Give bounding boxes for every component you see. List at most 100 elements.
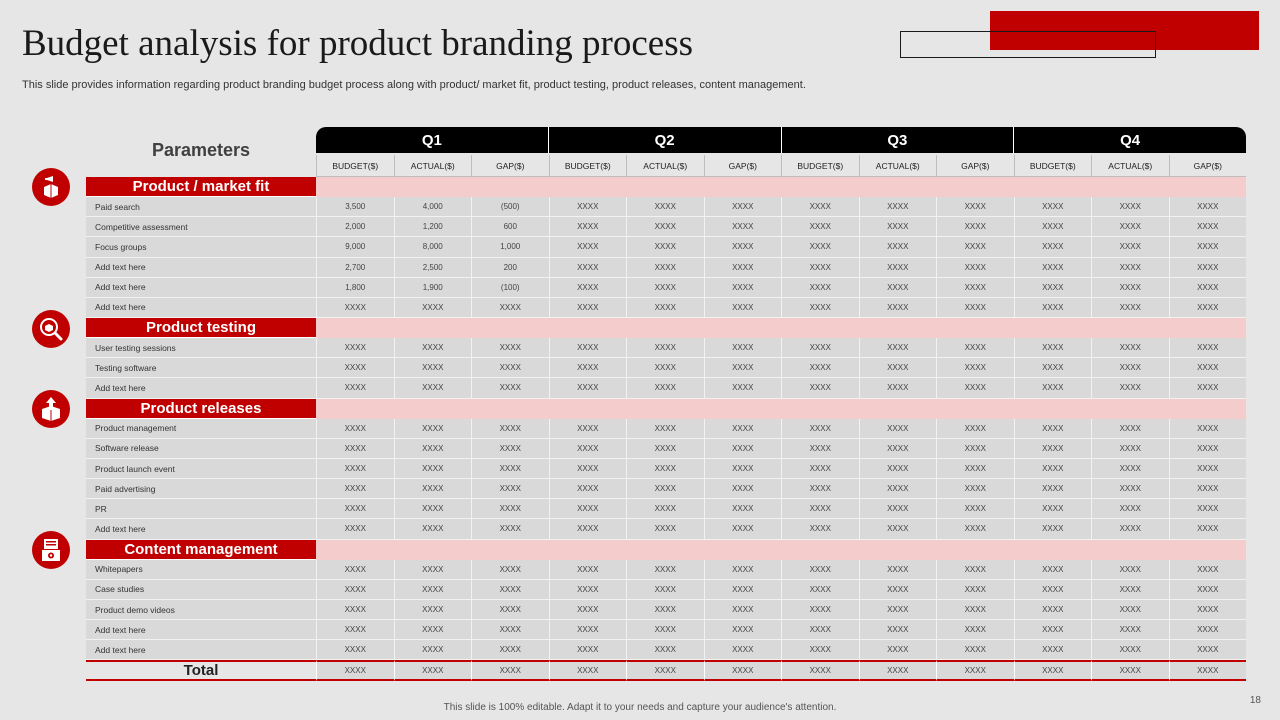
- table-cell: XXXX: [1013, 358, 1091, 379]
- table-cell: XXXX: [626, 660, 704, 681]
- table-cell: XXXX: [936, 358, 1014, 379]
- table-cell: XXXX: [703, 579, 781, 600]
- table-cell: XXXX: [1168, 519, 1246, 540]
- table-cell: XXXX: [626, 640, 704, 661]
- row-label: Product launch event: [86, 458, 316, 480]
- table-row: Case studies XXXX XXXX XXXX XXXX XXXX XXXX XXXX…: [86, 579, 1246, 600]
- table-cell: XXXX: [471, 660, 549, 681]
- table-cell: XXXX: [703, 277, 781, 298]
- table-cell: XXXX: [1013, 579, 1091, 600]
- table-cell: XXXX: [548, 197, 626, 218]
- table-cell: XXXX: [548, 579, 626, 600]
- table-cell: XXXX: [1013, 458, 1091, 480]
- table-cell: XXXX: [858, 338, 936, 359]
- table-cell: 1,000: [471, 237, 549, 258]
- table-cell: XXXX: [858, 579, 936, 600]
- section-header-row: Product releases: [86, 398, 1246, 419]
- table-cell: XXXX: [548, 378, 626, 399]
- table-cell: XXXX: [1168, 499, 1246, 520]
- footer-note: This slide is 100% editable. Adapt it to…: [443, 702, 837, 713]
- quarter-header-q4: Q4: [1013, 127, 1246, 153]
- section-title: Content management: [86, 539, 316, 560]
- table-cell: XXXX: [936, 559, 1014, 580]
- table-cell: XXXX: [1091, 660, 1169, 681]
- table-cell: XXXX: [781, 297, 859, 318]
- table-cell: XXXX: [781, 277, 859, 298]
- table-cell: XXXX: [1168, 559, 1246, 580]
- table-cell: XXXX: [1091, 338, 1169, 359]
- table-cell: XXXX: [858, 217, 936, 238]
- table-cell: XXXX: [936, 257, 1014, 278]
- table-cell: XXXX: [781, 237, 859, 258]
- table-cell: XXXX: [781, 579, 859, 600]
- table-cell: XXXX: [393, 519, 471, 540]
- table-cell: XXXX: [471, 620, 549, 641]
- table-row: Product demo videos XXXX XXXX XXXX XXXX XXXX X…: [86, 599, 1246, 621]
- table-cell: XXXX: [1091, 358, 1169, 379]
- table-cell: XXXX: [626, 237, 704, 258]
- table-row: PR XXXX XXXX XXXX XXXX XXXX XXXX XXXX XXXX XXXX XX…: [86, 499, 1246, 520]
- table-cell: XXXX: [548, 599, 626, 621]
- table-cell: XXXX: [858, 358, 936, 379]
- row-label: Add text here: [86, 277, 316, 298]
- table-cell: XXXX: [1168, 579, 1246, 600]
- table-cell: XXXX: [548, 438, 626, 459]
- quarter-header-q3: Q3: [780, 127, 1014, 153]
- table-cell: XXXX: [936, 579, 1014, 600]
- table-cell: XXXX: [781, 640, 859, 661]
- table-cell: XXXX: [393, 499, 471, 520]
- table-row: Testing software XXXX XXXX XXXX XXXX XXXX XXXX…: [86, 358, 1246, 379]
- table-cell: XXXX: [316, 297, 394, 318]
- table-cell: XXXX: [703, 479, 781, 500]
- table-cell: XXXX: [316, 458, 394, 480]
- table-row: Add text here XXXX XXXX XXXX XXXX XXXX XXXX XXX…: [86, 640, 1246, 661]
- table-row: Add text here XXXX XXXX XXXX XXXX XXXX XXXX XXX…: [86, 519, 1246, 540]
- table-cell: XXXX: [393, 660, 471, 681]
- table-cell: XXXX: [626, 257, 704, 278]
- table-cell: XXXX: [781, 358, 859, 379]
- column-subheader: BUDGET($): [1013, 155, 1091, 177]
- table-cell: 200: [471, 257, 549, 278]
- section-fill: [316, 317, 1246, 339]
- table-row: Paid advertising XXXX XXXX XXXX XXXX XXXX XXXX…: [86, 479, 1246, 500]
- table-cell: XXXX: [858, 257, 936, 278]
- row-label: Case studies: [86, 579, 316, 600]
- table-cell: XXXX: [936, 418, 1014, 439]
- table-cell: XXXX: [781, 378, 859, 399]
- table-cell: XXXX: [1091, 257, 1169, 278]
- table-cell: XXXX: [858, 519, 936, 540]
- column-subheader: GAP($): [1168, 155, 1246, 177]
- decorative-red-bar: [990, 11, 1259, 50]
- table-cell: XXXX: [1091, 418, 1169, 439]
- table-cell: XXXX: [471, 378, 549, 399]
- table-cell: XXXX: [548, 499, 626, 520]
- magnifier-box-icon: [32, 310, 70, 348]
- document-gear-icon: [32, 531, 70, 569]
- table-cell: XXXX: [316, 418, 394, 439]
- table-row: Competitive assessment 2,000 1,200 600 XXXX X…: [86, 217, 1246, 238]
- row-label: Paid search: [86, 197, 316, 218]
- table-row: User testing sessions XXXX XXXX XXXX XXXX XXX…: [86, 338, 1246, 359]
- table-cell: XXXX: [393, 338, 471, 359]
- table-cell: XXXX: [471, 338, 549, 359]
- section-title: Product releases: [86, 398, 316, 419]
- table-cell: XXXX: [858, 599, 936, 621]
- table-cell: XXXX: [548, 458, 626, 480]
- table-row: Add text here XXXX XXXX XXXX XXXX XXXX XXXX XXX…: [86, 378, 1246, 399]
- table-cell: XXXX: [781, 418, 859, 439]
- table-cell: 600: [471, 217, 549, 238]
- section-fill: [316, 398, 1246, 419]
- table-cell: XXXX: [393, 479, 471, 500]
- table-cell: XXXX: [936, 479, 1014, 500]
- table-row: Paid search 3,500 4,000 (500) XXXX XXXX XXXX XX…: [86, 197, 1246, 218]
- row-label: Software release: [86, 438, 316, 459]
- table-cell: XXXX: [626, 559, 704, 580]
- table-cell: XXXX: [936, 338, 1014, 359]
- table-row: Product management XXXX XXXX XXXX XXXX XXXX XX…: [86, 418, 1246, 439]
- row-label: User testing sessions: [86, 338, 316, 359]
- table-cell: XXXX: [626, 458, 704, 480]
- table-cell: XXXX: [316, 499, 394, 520]
- table-row: Focus groups 9,000 8,000 1,000 XXXX XXXX XXXX X…: [86, 237, 1246, 258]
- row-label: Whitepapers: [86, 559, 316, 580]
- table-cell: XXXX: [393, 358, 471, 379]
